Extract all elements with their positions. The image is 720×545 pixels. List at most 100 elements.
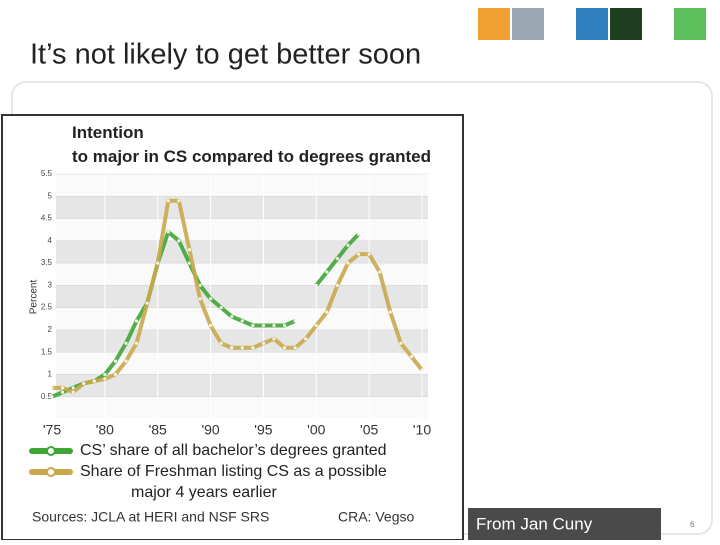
y-axis-label: Percent — [29, 280, 40, 315]
point — [304, 337, 308, 341]
x-tick-label: '05 — [360, 422, 378, 438]
credit-box — [468, 508, 661, 540]
x-tick-label: '75 — [43, 422, 61, 438]
point — [134, 319, 139, 323]
point — [177, 239, 181, 243]
point — [367, 252, 371, 256]
plot: 0.5 1 1.5 2 2.5 3 3.5 4 4.5 5 5.5 '75 '80 '85 '90 '95 '0… — [29, 169, 431, 501]
point — [230, 314, 234, 319]
point — [103, 372, 107, 377]
point — [399, 341, 403, 345]
point — [134, 341, 139, 345]
point — [293, 319, 297, 323]
point — [356, 232, 361, 236]
y-tick-label: 3 — [48, 280, 53, 289]
point — [409, 355, 414, 359]
series-line — [52, 198, 424, 395]
point — [335, 257, 340, 261]
x-tick-label: '95 — [254, 422, 272, 438]
y-tick-label: 1.5 — [41, 347, 53, 356]
point — [187, 248, 192, 252]
point — [50, 386, 54, 390]
point — [282, 323, 287, 328]
x-tick-label: '80 — [96, 422, 114, 438]
y-tick-label: 5.5 — [41, 169, 53, 178]
point — [378, 270, 382, 274]
point — [82, 381, 86, 385]
point — [92, 379, 96, 383]
point — [346, 243, 350, 247]
y-tick-label: 4.5 — [41, 214, 53, 223]
point — [230, 346, 234, 350]
point — [314, 323, 318, 328]
deco-square — [674, 8, 706, 40]
point — [60, 390, 65, 394]
point — [325, 310, 329, 314]
point — [240, 346, 244, 350]
deco-square — [478, 8, 510, 40]
y-tick-label: 1 — [48, 370, 53, 379]
point — [420, 368, 424, 372]
point — [166, 230, 170, 234]
point — [251, 346, 255, 350]
point — [251, 323, 255, 328]
point — [145, 301, 149, 305]
sources: Sources: JCLA at HERI and NSF SRS — [32, 509, 269, 525]
credit: From Jan Cuny — [476, 514, 593, 533]
point — [124, 359, 128, 363]
point — [325, 270, 329, 274]
point — [293, 346, 297, 350]
deco-square — [610, 8, 642, 40]
chart-title: Intention to major in CS compared to degr… — [72, 123, 431, 166]
legend-label: CS’ share of all bachelor’s degrees gran… — [80, 442, 387, 459]
deco-square — [576, 8, 608, 40]
y-tick-label: 2.5 — [41, 303, 53, 312]
x-tick-label: '90 — [201, 422, 219, 438]
y-tick-label: 5 — [48, 191, 53, 200]
point — [113, 372, 118, 377]
attribution: CRA: Vegso — [338, 509, 414, 525]
slide-title: It’s not likely to get better soon — [30, 39, 421, 71]
point — [166, 199, 170, 203]
legend-label: Share of Freshman listing CS as a possib… — [80, 463, 387, 501]
point — [208, 323, 213, 328]
y-tick-label: 4 — [48, 236, 53, 245]
point — [240, 319, 244, 323]
point — [356, 252, 361, 256]
point — [198, 297, 202, 301]
point — [177, 199, 181, 203]
point — [60, 386, 65, 390]
point — [219, 306, 223, 310]
y-tick-label: 0.5 — [41, 392, 53, 401]
point — [346, 261, 350, 265]
point — [282, 346, 287, 350]
point — [113, 359, 118, 363]
y-tick-label: 2 — [48, 325, 53, 334]
point — [219, 341, 223, 345]
point — [261, 341, 266, 345]
legend-swatch — [46, 446, 56, 456]
point — [156, 261, 160, 265]
grid-band — [56, 374, 428, 397]
grid-band — [56, 285, 428, 308]
point — [124, 341, 128, 345]
x-tick-label: '10 — [413, 422, 431, 438]
point — [71, 386, 75, 390]
x-tick-label: '85 — [149, 422, 167, 438]
legend-swatch — [46, 467, 56, 477]
point — [314, 283, 318, 287]
point — [272, 337, 276, 341]
deco-square — [512, 8, 544, 40]
point — [388, 310, 392, 314]
point — [272, 323, 276, 328]
point — [261, 323, 266, 328]
page-number: 6 — [690, 520, 695, 529]
point — [208, 297, 213, 301]
grid-band — [56, 196, 428, 219]
x-tick-label: '00 — [307, 422, 325, 438]
point — [71, 390, 75, 394]
point — [50, 395, 54, 399]
point — [103, 377, 107, 381]
grid-band — [56, 240, 428, 264]
